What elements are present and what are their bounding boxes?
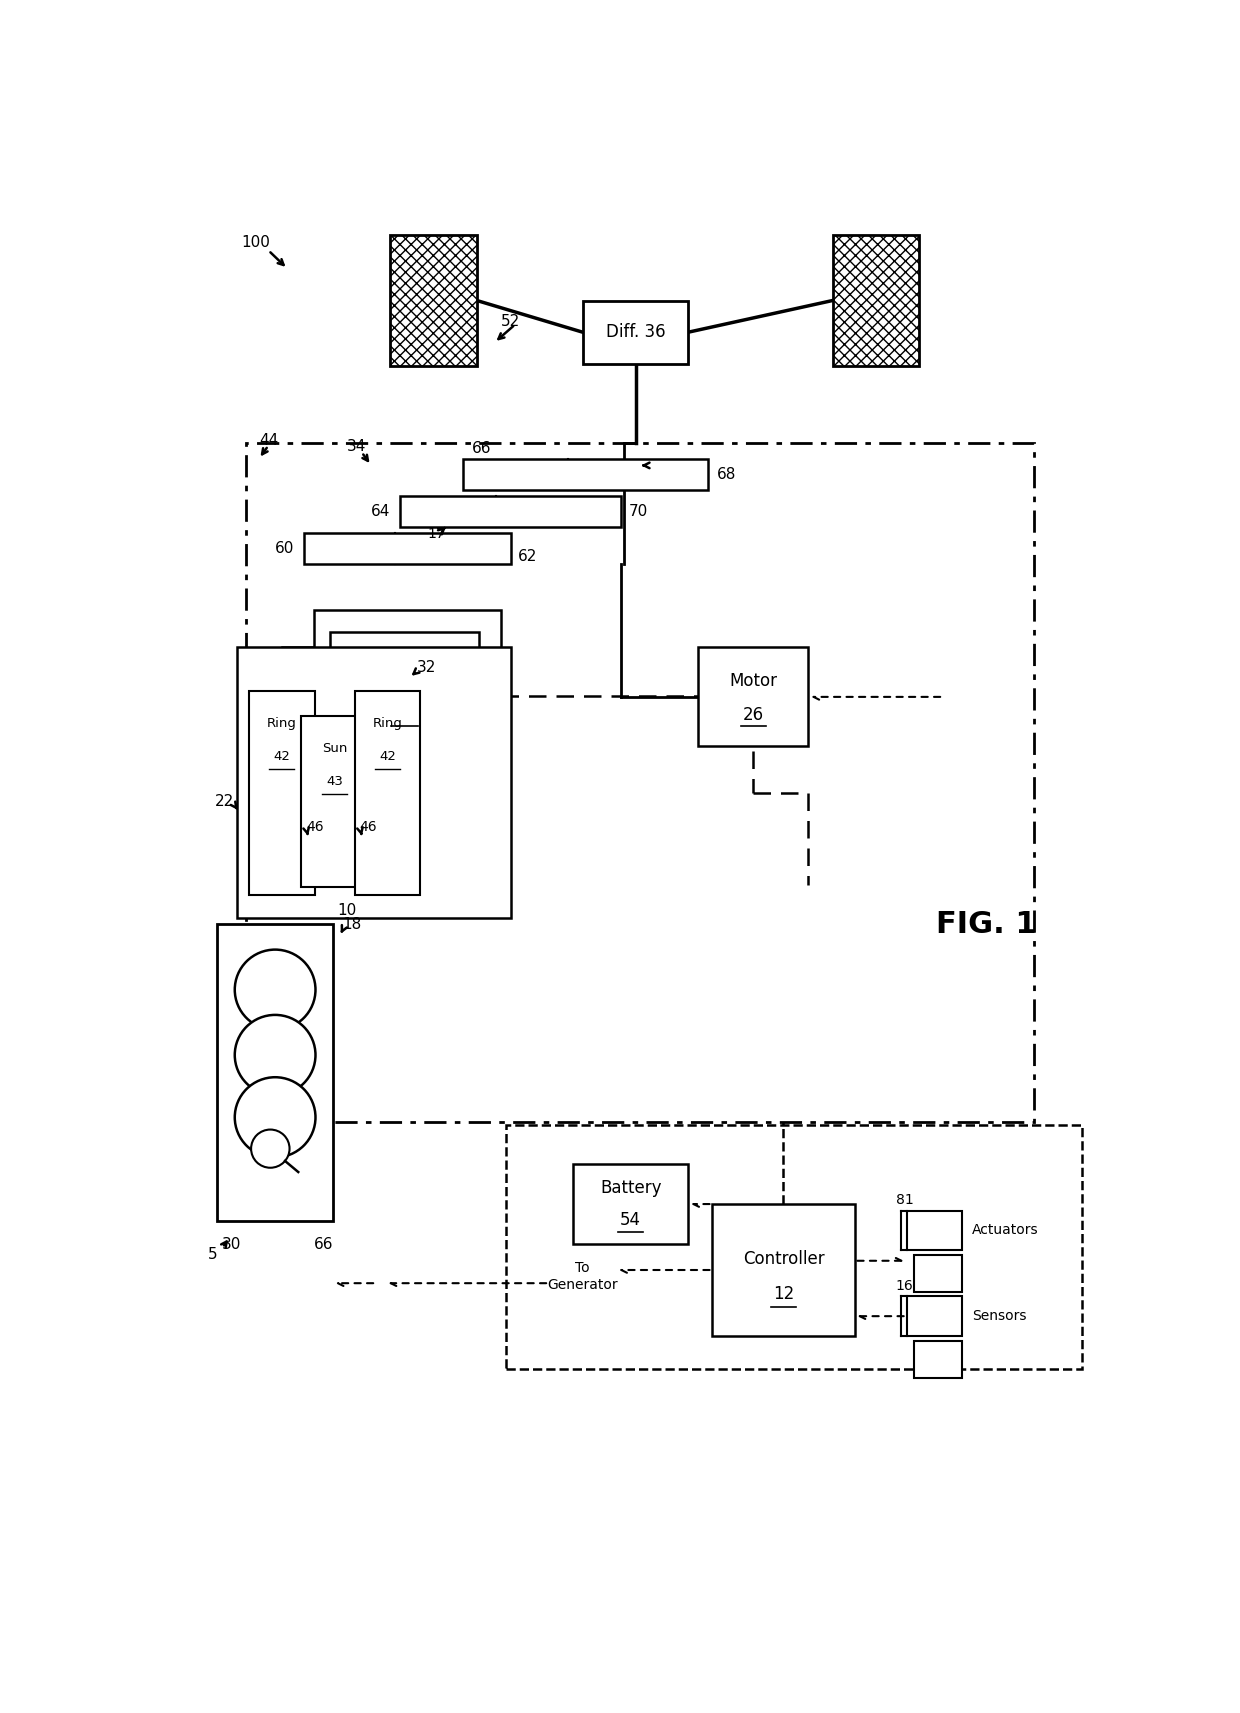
Text: Ring: Ring [373,718,403,730]
Text: 19: 19 [647,463,666,476]
Bar [914,1256,962,1292]
Text: Generator: Generator [362,665,446,683]
Text: 42: 42 [379,750,396,764]
Bar [330,632,479,757]
Ellipse shape [234,1077,315,1158]
Text: Ring: Ring [267,718,296,730]
Text: 10: 10 [337,903,357,918]
Text: Battery: Battery [600,1179,661,1197]
Bar [237,648,511,918]
Ellipse shape [250,1129,289,1168]
Text: 60: 60 [275,541,294,557]
Text: 22: 22 [215,795,234,809]
Text: 32: 32 [417,660,436,675]
Bar [832,235,919,367]
Text: 18: 18 [342,916,362,932]
Text: 42: 42 [273,750,290,764]
Text: 30: 30 [222,1237,242,1252]
Text: 52: 52 [501,313,521,329]
Bar [463,459,708,490]
Text: 43: 43 [326,776,343,788]
Bar [698,648,808,747]
Bar [355,690,420,896]
Text: Actuators: Actuators [972,1223,1038,1237]
Text: 17: 17 [428,528,445,541]
Text: 62: 62 [518,548,538,564]
Text: 46: 46 [360,821,377,834]
Text: 66: 66 [314,1237,334,1252]
Ellipse shape [234,1014,315,1095]
Text: 5: 5 [208,1247,217,1262]
Text: Controller: Controller [743,1250,825,1268]
Bar [573,1165,688,1244]
Text: 34: 34 [347,440,367,454]
Bar [906,1297,962,1336]
Text: 64: 64 [371,504,391,519]
Bar [249,690,315,896]
Text: 66: 66 [472,440,491,456]
Bar [217,925,332,1221]
Text: 46: 46 [306,821,324,834]
Text: 100: 100 [242,235,270,250]
Text: 24: 24 [394,706,415,725]
Bar [712,1204,854,1336]
Text: Sensors: Sensors [972,1309,1027,1322]
Text: 12: 12 [773,1285,794,1304]
Bar [247,444,1034,1122]
Bar [301,716,368,887]
Text: Motor: Motor [729,671,777,690]
Text: 54: 54 [620,1211,641,1228]
Text: To
Generator: To Generator [547,1261,618,1292]
Bar [391,235,477,367]
Bar [314,610,501,776]
Bar [401,495,621,528]
Bar [304,533,511,564]
Bar [906,1211,962,1250]
Text: FIG. 1: FIG. 1 [936,910,1037,939]
Text: 70: 70 [629,504,649,519]
Text: 26: 26 [743,706,764,725]
Bar [832,235,919,367]
Bar [391,235,477,367]
Ellipse shape [234,949,315,1030]
Text: 68: 68 [717,468,737,481]
Text: 16: 16 [895,1280,914,1293]
Text: 44: 44 [259,433,278,447]
Bar [583,300,688,363]
Bar [506,1125,1083,1369]
Bar [914,1341,962,1379]
Text: Diff. 36: Diff. 36 [605,324,666,341]
Text: 81: 81 [895,1192,914,1208]
Text: Sun: Sun [322,742,347,755]
